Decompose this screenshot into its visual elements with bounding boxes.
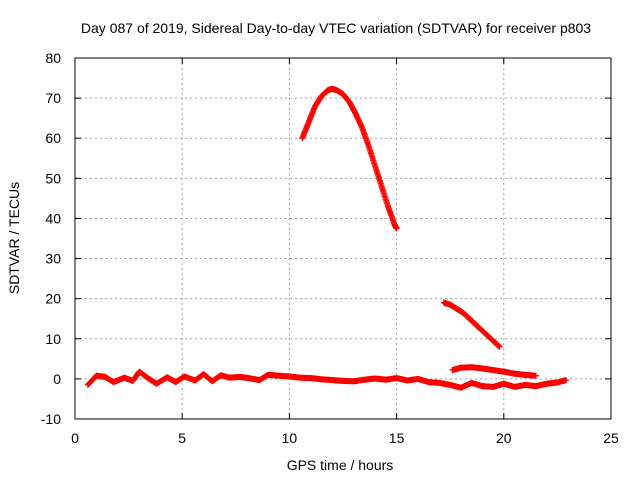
x-tick-label: 20: [496, 430, 512, 446]
x-axis-label: GPS time / hours: [287, 457, 394, 473]
x-axis-ticks: 0 5 10 15 20 25: [71, 58, 619, 446]
y-axis-ticks: -10 0 10 20 30 40 50 60 70 80: [41, 50, 611, 427]
series-arc-mid: [440, 299, 503, 350]
chart-title: Day 087 of 2019, Sidereal Day-to-day VTE…: [81, 20, 591, 36]
y-tick-label: 70: [45, 90, 61, 106]
x-tick-label: 10: [282, 430, 298, 446]
data-points: [84, 85, 569, 391]
series-baseline: [84, 368, 569, 391]
y-tick-label: 50: [45, 170, 61, 186]
y-tick-label: 30: [45, 251, 61, 267]
y-tick-label: 10: [45, 331, 61, 347]
series-arc-low: [449, 364, 539, 379]
y-tick-label: 60: [45, 130, 61, 146]
x-tick-label: 0: [71, 430, 79, 446]
data-point: [532, 372, 539, 379]
series-arc-high: [299, 85, 400, 232]
x-tick-label: 15: [389, 430, 405, 446]
x-tick-label: 5: [178, 430, 186, 446]
y-tick-label: 0: [53, 371, 61, 387]
y-tick-label: 80: [45, 50, 61, 66]
data-point: [562, 377, 569, 384]
x-tick-label: 25: [603, 430, 619, 446]
data-point: [496, 343, 503, 350]
y-tick-label: 40: [45, 210, 61, 226]
data-point: [393, 225, 400, 232]
plot-frame: [74, 57, 612, 420]
y-tick-label: 20: [45, 291, 61, 307]
y-tick-label: -10: [41, 411, 61, 427]
y-axis-label: SDTVAR / TECUs: [6, 182, 22, 294]
grid-lines: [75, 58, 611, 419]
